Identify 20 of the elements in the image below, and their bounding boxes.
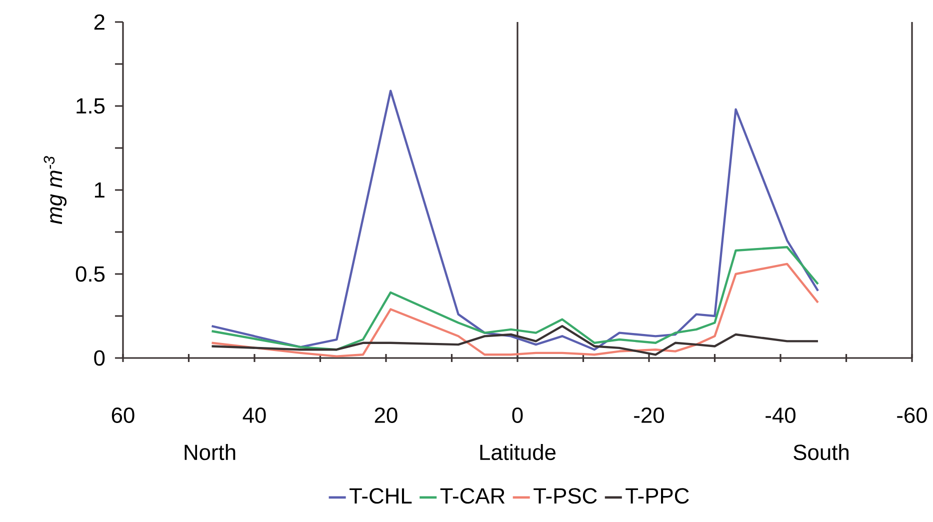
y-tick-label: 0 <box>94 350 105 366</box>
legend-label: T-PSC <box>534 488 597 504</box>
legend-label: T-PPC <box>626 488 689 504</box>
y-tick-label: 0.5 <box>76 266 105 282</box>
x-tick-label: 40 <box>242 407 266 424</box>
text: South <box>794 444 848 460</box>
x-tick-label: 20 <box>374 407 398 424</box>
text: North <box>184 444 236 460</box>
x-tick-label: -60 <box>897 407 927 424</box>
x-tick-label: -20 <box>634 407 664 424</box>
legend-label: T-CHL <box>350 488 412 504</box>
x-tick-label: 0 <box>512 407 523 424</box>
y-tick-label: 2 <box>94 14 104 30</box>
x-tick-label: -40 <box>766 407 796 424</box>
x-tick-label: 60 <box>112 407 134 424</box>
y-tick-label: 1.5 <box>76 98 105 114</box>
y-tick-label: 1 <box>94 182 104 198</box>
x-axis-title: Latitude <box>480 444 556 460</box>
y-axis-title: mg m$^{-3}$ <box>44 156 67 224</box>
legend-label: T-CAR <box>440 488 505 504</box>
